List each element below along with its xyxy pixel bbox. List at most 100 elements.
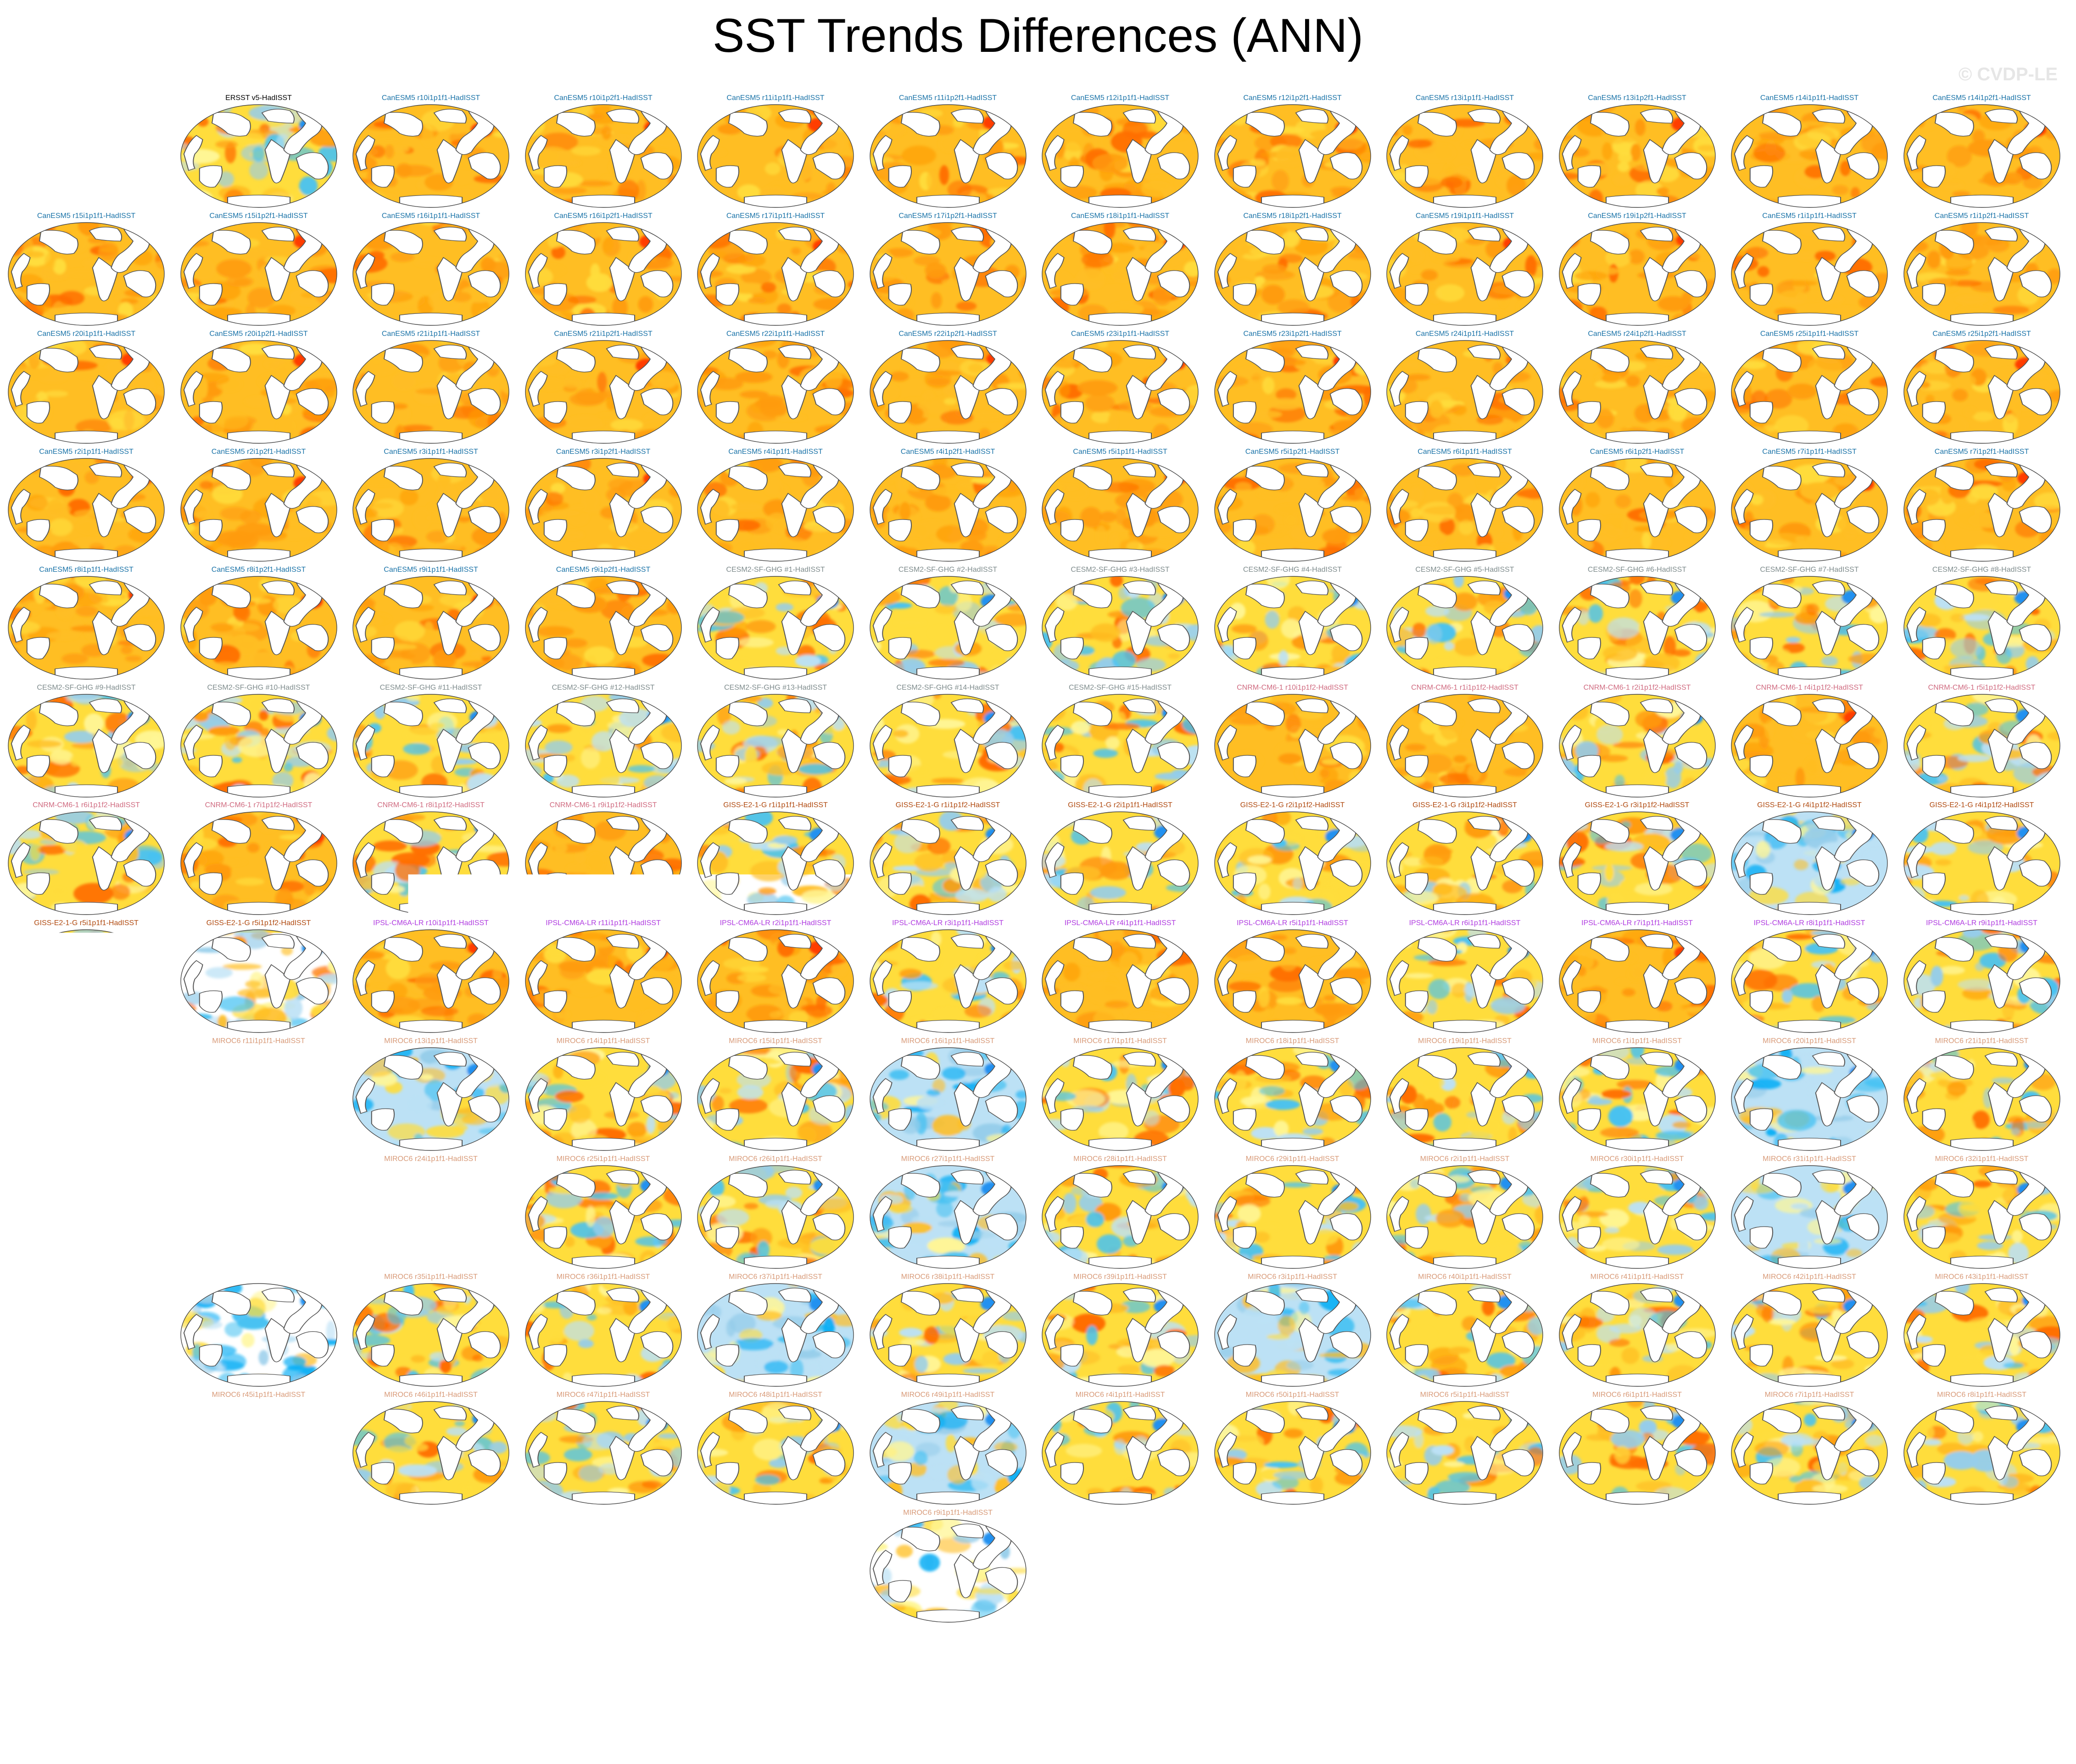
panel-title: MIROC6 r10i1p1f1-HadISST — [6, 1037, 167, 1046]
sst-map — [1901, 692, 2063, 799]
panel-title: CESM2-SF-GHG #6-HadISST — [1557, 565, 1718, 575]
sst-map — [350, 692, 512, 799]
sst-map — [178, 1400, 340, 1506]
sst-map — [6, 1164, 167, 1270]
map-panel: CNRM-CM6-1 r10i1p1f2-HadISST — [1212, 683, 1373, 799]
map-panel: CanESM5 r2i1p2f1-HadISST — [178, 447, 340, 563]
sst-map — [178, 457, 340, 563]
panel-title: IPSL-CM6A-LR r3i1p1f1-HadISST — [867, 919, 1029, 928]
map-panel: CNRM-CM6-1 r1i1p1f2-HadISST — [1384, 683, 1546, 799]
panel-title: GISS-E2-1-G r3i1p1f2-HadISST — [1384, 801, 1546, 810]
map-panel: MIROC6 r20i1p1f1-HadISST — [1729, 1037, 1890, 1152]
map-panel: CNRM-CM6-1 r6i1p1f2-HadISST — [6, 801, 167, 916]
map-panel: MIROC6 r41i1p1f1-HadISST — [1557, 1273, 1718, 1388]
map-panel: CanESM5 r13i1p1f1-HadISST — [1384, 94, 1546, 209]
map-panel: CanESM5 r8i1p1f1-HadISST — [6, 565, 167, 681]
colorbar-tick-label: -4 — [602, 1669, 675, 1705]
colorbar-tick-label: 6 — [1535, 1669, 1608, 1705]
panel-title: MIROC6 r47i1p1f1-HadISST — [523, 1390, 684, 1400]
sst-map — [1384, 1164, 1546, 1270]
panel-title: MIROC6 r22i1p1f1-HadISST — [6, 1155, 167, 1164]
panel-title: CanESM5 r20i1p2f1-HadISST — [178, 329, 340, 339]
panel-title: MIROC6 r48i1p1f1-HadISST — [695, 1390, 856, 1400]
colorbar-bin — [1438, 1635, 1505, 1665]
colorbar — [372, 1635, 1704, 1665]
map-panel: GISS-E2-1-G r2i1p1f2-HadISST — [1212, 801, 1373, 916]
sst-map — [1729, 339, 1890, 445]
map-panel: CanESM5 r7i1p2f1-HadISST — [1901, 447, 2063, 563]
sst-map — [1384, 1282, 1546, 1388]
map-panel: CESM2-SF-GHG #14-HadISST — [867, 683, 1029, 799]
panel-title: CanESM5 r5i1p1f1-HadISST — [1039, 447, 1201, 457]
sst-map — [1384, 928, 1546, 1034]
panel-title: GISS-E2-1-G r1i1p1f1-HadISST — [695, 801, 856, 810]
panel-title: GISS-E2-1-G r5i1p1f2-HadISST — [178, 919, 340, 928]
sst-map — [350, 1046, 512, 1152]
panel-title: CNRM-CM6-1 r1i1p1f2-HadISST — [1384, 683, 1546, 692]
map-panel: MIROC6 r45i1p1f1-HadISST — [178, 1390, 340, 1506]
map-panel: CanESM5 r23i1p2f1-HadISST — [1212, 329, 1373, 445]
panel-title: CanESM5 r16i1p2f1-HadISST — [523, 212, 684, 221]
map-panel: GISS-E2-1-G r5i1p1f2-HadISST — [178, 919, 340, 1034]
sst-map — [695, 928, 856, 1034]
panel-title: IPSL-CM6A-LR r2i1p1f1-HadISST — [695, 919, 856, 928]
panel-title: MIROC6 r21i1p1f1-HadISST — [1901, 1037, 2063, 1046]
panel-title: CESM2-SF-GHG #7-HadISST — [1729, 565, 1890, 575]
map-panel: CanESM5 r5i1p1f1-HadISST — [1039, 447, 1201, 563]
map-panel: CanESM5 r23i1p1f1-HadISST — [1039, 329, 1201, 445]
map-panel: MIROC6 r6i1p1f1-HadISST — [1557, 1390, 1718, 1506]
sst-map — [350, 1400, 512, 1506]
panel-title: CanESM5 r10i1p2f1-HadISST — [523, 94, 684, 103]
panel-title: CanESM5 r8i1p2f1-HadISST — [178, 565, 340, 575]
panel-title: CNRM-CM6-1 r7i1p1f2-HadISST — [178, 801, 340, 810]
map-panel: IPSL-CM6A-LR r7i1p1f1-HadISST — [1557, 919, 1718, 1034]
map-panel: CanESM5 r15i1p2f1-HadISST — [178, 212, 340, 327]
copyright-watermark: © CVDP-LE — [1959, 64, 2058, 85]
map-panel: MIROC6 r48i1p1f1-HadISST — [695, 1390, 856, 1506]
panel-title: CanESM5 r17i1p2f1-HadISST — [867, 212, 1029, 221]
panel-title: MIROC6 r27i1p1f1-HadISST — [867, 1155, 1029, 1164]
colorbar-bin — [1371, 1635, 1438, 1665]
colorbar-bin — [372, 1635, 439, 1665]
sst-map — [350, 1282, 512, 1388]
panel-title: MIROC6 r49i1p1f1-HadISST — [867, 1390, 1029, 1400]
sst-map — [867, 692, 1029, 799]
map-panel: MIROC6 r23i1p1f1-HadISST — [178, 1155, 340, 1270]
panel-title: CanESM5 r22i1p1f1-HadISST — [695, 329, 856, 339]
sst-map — [1729, 1046, 1890, 1152]
sst-map — [1557, 221, 1718, 327]
panel-title: CESM2-SF-GHG #12-HadISST — [523, 683, 684, 692]
map-panel: CanESM5 r4i1p2f1-HadISST — [867, 447, 1029, 563]
sst-map — [6, 810, 167, 916]
sst-map — [1212, 575, 1373, 681]
panel-title: IPSL-CM6A-LR r9i1p1f1-HadISST — [1901, 919, 2063, 928]
panel-title: CanESM5 r22i1p2f1-HadISST — [867, 329, 1029, 339]
panel-title: CESM2-SF-GHG #2-HadISST — [867, 565, 1029, 575]
panel-title: MIROC6 r13i1p1f1-HadISST — [350, 1037, 512, 1046]
sst-map — [523, 692, 684, 799]
sst-map — [1901, 103, 2063, 209]
map-panel: MIROC6 r47i1p1f1-HadISST — [523, 1390, 684, 1506]
sst-map — [1901, 575, 2063, 681]
map-panel: CanESM5 r1i1p1f1-HadISST — [1729, 212, 1890, 327]
map-panel: MIROC6 r18i1p1f1-HadISST — [1212, 1037, 1373, 1152]
panel-title: IPSL-CM6A-LR r4i1p1f1-HadISST — [1039, 919, 1201, 928]
map-panel: MIROC6 r30i1p1f1-HadISST — [1557, 1155, 1718, 1270]
map-panel: IPSL-CM6A-LR r10i1p1f1-HadISST — [350, 919, 512, 1034]
panel-title: CanESM5 r7i1p1f1-HadISST — [1729, 447, 1890, 457]
map-panel: CESM2-SF-GHG #3-HadISST — [1039, 565, 1201, 681]
sst-map — [695, 810, 856, 916]
panel-title: CanESM5 r3i1p1f1-HadISST — [350, 447, 512, 457]
map-panel: CESM2-SF-GHG #8-HadISST — [1901, 565, 2063, 681]
panel-title: MIROC6 r38i1p1f1-HadISST — [867, 1273, 1029, 1282]
panel-title: CESM2-SF-GHG #13-HadISST — [695, 683, 856, 692]
sst-map — [1901, 810, 2063, 916]
sst-map — [6, 457, 167, 563]
sst-map — [1729, 1164, 1890, 1270]
sst-map — [1212, 103, 1373, 209]
panel-title: CanESM5 r15i1p1f1-HadISST — [6, 212, 167, 221]
map-panel: MIROC6 r32i1p1f1-HadISST — [1901, 1155, 2063, 1270]
map-panel: GISS-E2-1-G r4i1p1f2-HadISST — [1729, 801, 1890, 916]
sst-map — [1384, 103, 1546, 209]
colorbar-tick-label: 0.5 — [1134, 1669, 1208, 1705]
